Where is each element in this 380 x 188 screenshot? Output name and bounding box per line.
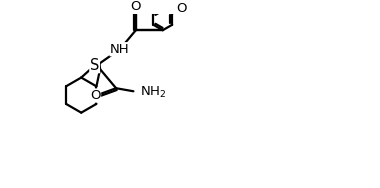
Text: S: S <box>90 58 99 73</box>
Text: O: O <box>131 0 141 13</box>
Text: O: O <box>176 2 187 15</box>
Text: O: O <box>90 89 101 102</box>
Text: NH$_2$: NH$_2$ <box>140 85 166 100</box>
Text: NH: NH <box>110 43 130 56</box>
